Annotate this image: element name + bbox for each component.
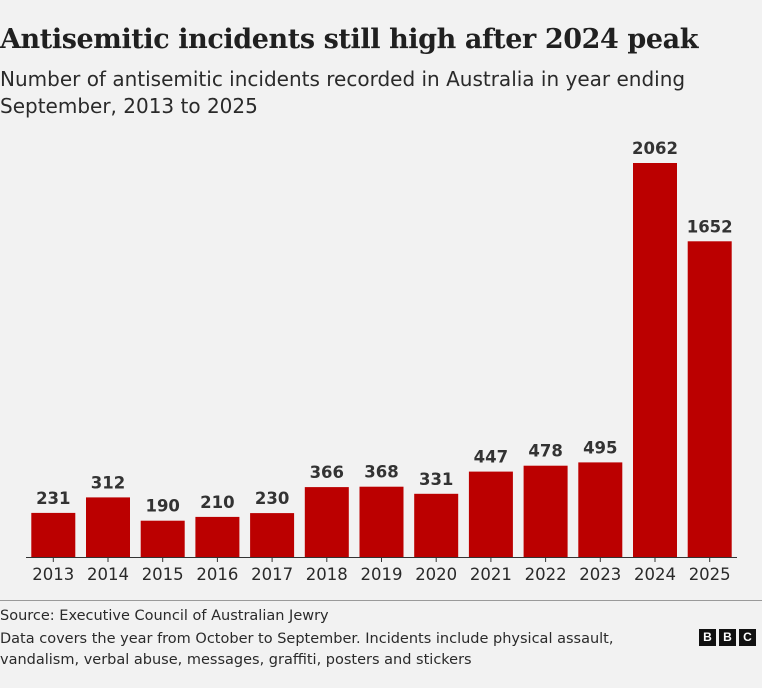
tick-label-2025: 2025 bbox=[689, 565, 731, 584]
tick-label-2018: 2018 bbox=[306, 565, 348, 584]
tick-label-2022: 2022 bbox=[525, 565, 567, 584]
tick-label-2019: 2019 bbox=[361, 565, 403, 584]
value-label-2018: 366 bbox=[310, 463, 344, 482]
value-label-2020: 331 bbox=[419, 470, 453, 489]
x-tick-marks bbox=[52, 557, 711, 562]
bar-2014 bbox=[86, 497, 130, 557]
bar-2013 bbox=[31, 512, 76, 557]
bar-2021 bbox=[468, 471, 513, 557]
value-label-2014: 312 bbox=[91, 473, 125, 492]
value-label-2015: 190 bbox=[145, 497, 179, 516]
bar-2023 bbox=[578, 462, 623, 557]
tick-label-2020: 2020 bbox=[415, 565, 457, 584]
bars-group bbox=[31, 163, 732, 558]
chart-title: Antisemitic incidents still high after 2… bbox=[0, 24, 699, 55]
bar-2020 bbox=[414, 493, 459, 557]
bbc-logo-letter: C bbox=[739, 629, 756, 646]
value-label-2016: 210 bbox=[200, 493, 234, 512]
bar-2015 bbox=[140, 520, 185, 557]
tick-label-2016: 2016 bbox=[196, 565, 238, 584]
bbc-logo-letter: B bbox=[699, 629, 716, 646]
bbc-logo-letter: B bbox=[719, 629, 736, 646]
bar-2024 bbox=[633, 163, 677, 557]
bar-2018 bbox=[304, 487, 349, 557]
value-label-2021: 447 bbox=[474, 448, 508, 467]
bar-2022 bbox=[523, 465, 568, 557]
value-label-2013: 231 bbox=[36, 489, 70, 508]
chart-subtitle: Number of antisemitic incidents recorded… bbox=[0, 67, 686, 118]
value-label-2017: 230 bbox=[255, 489, 289, 508]
value-label-2019: 368 bbox=[364, 463, 398, 482]
value-label-2022: 478 bbox=[528, 442, 562, 461]
source-note: Source: Executive Council of Australian … bbox=[0, 608, 329, 624]
bar-2019 bbox=[359, 486, 404, 557]
tick-label-2023: 2023 bbox=[579, 565, 621, 584]
bar-2017 bbox=[250, 513, 295, 557]
x-tick-labels: 2013 2014 2015 2016 2017 2018 2019 2020 2021 2022… bbox=[32, 565, 730, 584]
tick-label-2015: 2015 bbox=[142, 565, 184, 584]
tick-label-2013: 2013 bbox=[32, 565, 74, 584]
tick-label-2017: 2017 bbox=[251, 565, 293, 584]
bar-2025 bbox=[687, 241, 732, 558]
value-label-2025: 1652 bbox=[687, 217, 733, 236]
tick-label-2021: 2021 bbox=[470, 565, 512, 584]
value-label-2023: 495 bbox=[583, 438, 617, 457]
bar-chart: 231 312 190 210 230 366 368 331 447 478 495 2062 165… bbox=[26, 139, 737, 584]
value-labels-group: 231 312 190 210 230 366 368 331 447 478 495 2062 165… bbox=[36, 139, 733, 516]
data-note: Data covers the year from October to Sep… bbox=[0, 631, 614, 668]
footer-divider bbox=[0, 600, 762, 601]
value-label-2024: 2062 bbox=[632, 139, 678, 158]
tick-label-2014: 2014 bbox=[87, 565, 129, 584]
bbc-logo: B B C bbox=[699, 629, 756, 646]
bar-2016 bbox=[195, 516, 240, 557]
tick-label-2024: 2024 bbox=[634, 565, 676, 584]
